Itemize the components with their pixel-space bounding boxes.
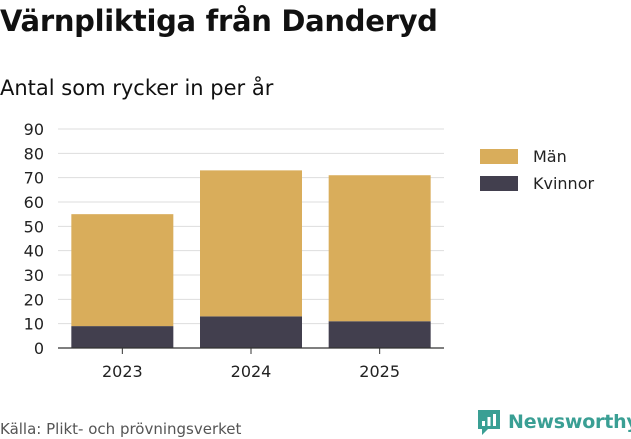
bar-män-2024 [200, 170, 302, 317]
y-tick-label: 50 [24, 217, 44, 236]
x-tick-label: 2023 [102, 362, 143, 381]
newsworthy-logo-icon [478, 410, 500, 435]
y-tick-label: 30 [24, 266, 44, 285]
y-tick-label: 20 [24, 290, 44, 309]
y-tick-label: 90 [24, 120, 44, 139]
legend-swatch-kvinnor [480, 176, 518, 191]
chart-subtitle: Antal som rycker in per år [0, 76, 274, 100]
y-tick-label: 70 [24, 169, 44, 188]
y-tick-label: 10 [24, 315, 44, 334]
y-tick-label: 60 [24, 193, 44, 212]
chart-title: Värnpliktiga från Danderyd [0, 4, 438, 38]
y-axis: 0 10 20 30 40 50 60 70 80 90 [24, 120, 44, 358]
newsworthy-logo[interactable]: Newsworthy [476, 408, 631, 436]
y-tick-label: 80 [24, 144, 44, 163]
source-note: Källa: Plikt- och prövningsverket [0, 420, 242, 438]
stacked-bar-chart: 0 10 20 30 40 50 60 70 80 90 2023 2024 2025 Män Kvin… [24, 120, 595, 381]
legend: Män Kvinnor [480, 147, 594, 193]
bar-män-2025 [328, 175, 431, 322]
bar-kvinnor-2023 [71, 326, 174, 348]
bars [71, 170, 431, 348]
y-tick-label: 0 [34, 339, 44, 358]
x-axis: 2023 2024 2025 [58, 347, 444, 381]
bar-kvinnor-2024 [200, 316, 302, 348]
newsworthy-logo-text: Newsworthy [508, 411, 631, 433]
legend-label-män: Män [533, 147, 567, 166]
y-tick-label: 40 [24, 242, 44, 261]
x-tick-label: 2024 [231, 362, 272, 381]
legend-label-kvinnor: Kvinnor [533, 174, 594, 193]
bar-män-2023 [71, 214, 174, 327]
x-tick-label: 2025 [359, 362, 400, 381]
bar-kvinnor-2025 [328, 321, 431, 348]
legend-swatch-män [480, 149, 518, 164]
